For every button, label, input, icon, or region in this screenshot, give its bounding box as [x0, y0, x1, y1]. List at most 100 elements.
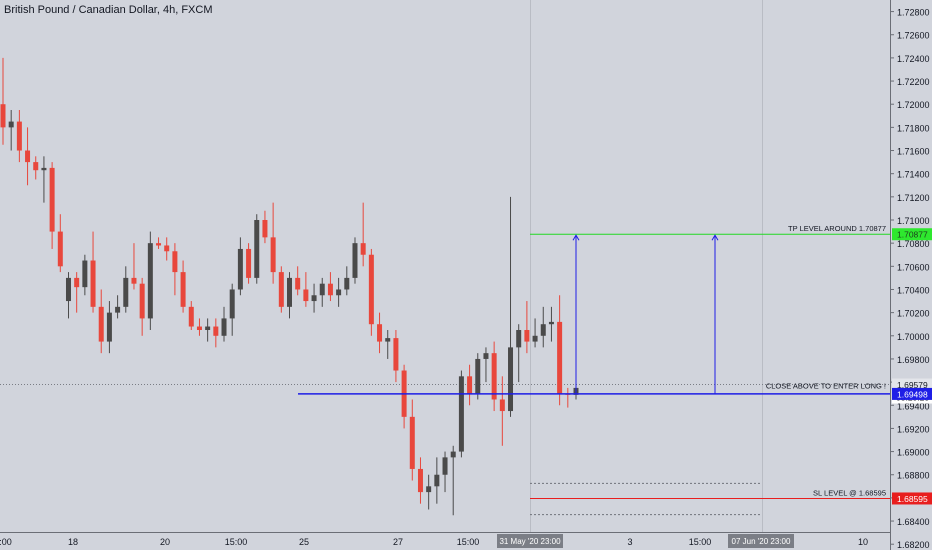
candle-body: [450, 451, 456, 458]
candle-body: [458, 376, 464, 452]
candle-body: [311, 295, 317, 302]
y-tick-label: 1.69400: [897, 401, 930, 411]
y-tick-label: 1.71600: [897, 147, 930, 157]
y-tick-label: 1.70400: [897, 285, 930, 295]
candle-body: [287, 277, 292, 307]
candle-body: [16, 121, 22, 151]
candle-body: [106, 312, 112, 342]
x-tick-label: 15:00: [689, 537, 712, 547]
tp-label: TP LEVEL AROUND 1.70877: [788, 224, 886, 233]
candle-body: [303, 289, 309, 302]
candle-body: [172, 251, 178, 273]
y-tick-label: 1.71000: [897, 216, 930, 226]
candle-body: [327, 283, 333, 296]
candle-body: [49, 167, 55, 232]
y-tick-label: 1.68400: [897, 517, 930, 527]
target-arrow-head: [572, 234, 580, 241]
candle-body: [229, 289, 235, 319]
candle-body: [0, 104, 6, 128]
candle-body: [475, 358, 481, 394]
candle-body: [41, 167, 47, 171]
candle-body: [385, 338, 391, 342]
y-tick-label: 1.72400: [897, 54, 930, 64]
candle-body: [147, 243, 153, 319]
y-tick-label: 1.70600: [897, 262, 930, 272]
candle-body: [213, 326, 219, 336]
x-tick-label: 27: [393, 537, 403, 547]
time-label: 07 Jun '20 23:00: [732, 537, 791, 546]
candle-body: [65, 277, 71, 302]
candle-body: [25, 150, 31, 163]
y-tick-label: 1.72200: [897, 77, 930, 87]
tp-price-tag: 1.70877: [897, 230, 928, 240]
y-tick-label: 1.68800: [897, 471, 930, 481]
candle-body: [237, 248, 243, 290]
time-label-bg: [497, 534, 563, 548]
candle-body: [524, 330, 530, 342]
tp-price-tag-bg: [892, 228, 932, 241]
chart-title: British Pound / Canadian Dollar, 4h, FXC…: [4, 4, 213, 16]
entry-price-tag: 1.69498: [897, 389, 928, 399]
candle-body: [467, 376, 473, 394]
candle-body: [254, 220, 260, 278]
y-tick-label: 1.72000: [897, 100, 930, 110]
candle-body: [131, 277, 137, 284]
candle-body: [426, 486, 432, 493]
candle-body: [278, 272, 284, 307]
y-tick-label: 1.68200: [897, 540, 930, 550]
x-tick-label: 10: [858, 537, 868, 547]
candle-body: [491, 353, 497, 400]
candle-body: [180, 272, 186, 307]
candle-body: [246, 248, 252, 278]
candle-body: [368, 254, 374, 325]
x-tick-label: 25: [299, 537, 309, 547]
sl-price-tag: 1.68595: [897, 494, 928, 504]
candle-body: [434, 474, 440, 487]
x-tick-label: 3: [627, 537, 632, 547]
x-tick-label: 18: [68, 537, 78, 547]
time-label: 31 May '20 23:00: [499, 537, 561, 546]
entry-price-tag-bg: [892, 387, 932, 400]
candle-body: [196, 326, 202, 330]
candle-body: [540, 324, 546, 336]
y-tick-label: 1.71800: [897, 123, 930, 133]
candle-body: [82, 260, 88, 288]
y-tick-label: 1.71200: [897, 193, 930, 203]
candle-body: [393, 338, 399, 371]
candle-body: [90, 260, 96, 307]
candle-body: [360, 243, 366, 255]
candle-body: [8, 121, 14, 128]
entry-label: CLOSE ABOVE TO ENTER LONG !: [766, 382, 886, 391]
x-tick-label: 15:00: [457, 537, 480, 547]
candle-body: [262, 220, 268, 238]
y-tick-label: 1.72800: [897, 8, 930, 18]
candle-body: [557, 321, 563, 394]
y-tick-label: 1.70000: [897, 332, 930, 342]
candle-body: [483, 353, 489, 359]
current-price-tag: 1.69579: [897, 380, 928, 390]
candle-body: [532, 335, 538, 342]
candle-body: [164, 245, 170, 252]
y-tick-label: 1.69800: [897, 355, 930, 365]
sl-label: SL LEVEL @ 1.68595: [813, 488, 886, 497]
candle-body: [57, 231, 63, 267]
candle-body: [344, 277, 350, 290]
y-tick-label: 1.70800: [897, 239, 930, 249]
y-tick-label: 1.69200: [897, 424, 930, 434]
x-tick-label: 5:00: [0, 537, 12, 547]
candle-body: [417, 468, 423, 493]
y-tick-label: 1.71400: [897, 170, 930, 180]
x-tick-label: 20: [160, 537, 170, 547]
candle-body: [377, 324, 383, 342]
candle-body: [74, 277, 80, 288]
candle-body: [336, 289, 342, 296]
x-tick-label: 15:00: [225, 537, 248, 547]
candle-body: [508, 347, 514, 412]
candle-body: [319, 283, 325, 296]
candle-body: [115, 306, 121, 313]
candle-body: [205, 326, 211, 330]
y-tick-label: 1.70200: [897, 309, 930, 319]
candle-body: [98, 306, 104, 342]
